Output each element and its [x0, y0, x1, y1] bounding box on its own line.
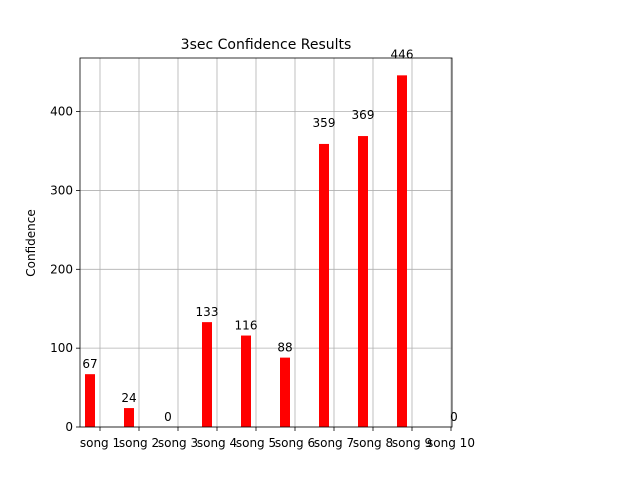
bar [241, 335, 251, 427]
y-tick-label: 100 [50, 341, 73, 355]
bar [358, 136, 368, 428]
data-label: 133 [196, 305, 219, 319]
data-label: 116 [235, 319, 258, 333]
grid-lines [80, 58, 452, 428]
bar [280, 357, 290, 427]
data-label: 67 [82, 357, 97, 371]
y-axis-label: Confidence [24, 209, 38, 276]
data-labels: 67 24 0 133 116 88 359 369 446 0 [82, 47, 457, 424]
data-label: 88 [277, 341, 292, 355]
bar [319, 143, 329, 427]
data-label: 24 [121, 391, 136, 405]
x-tick-label: song 6 [275, 436, 315, 450]
x-tick-label: song 1 [80, 436, 120, 450]
chart-title: 3sec Confidence Results [181, 37, 352, 53]
x-tick-label: song 10 [427, 436, 475, 450]
data-label: 369 [352, 108, 375, 122]
bar [397, 75, 407, 427]
x-tick-label: song 7 [314, 436, 354, 450]
y-tick-label: 200 [50, 262, 73, 276]
x-tick-label: song 2 [119, 436, 159, 450]
data-label: 359 [313, 116, 336, 130]
y-tick-label: 400 [50, 105, 73, 119]
x-tick-label: song 9 [392, 436, 432, 450]
plot-frame [79, 57, 453, 428]
data-label: 0 [164, 410, 172, 424]
x-tick-label: song 3 [158, 436, 198, 450]
bar [202, 322, 212, 427]
x-tick-label: song 5 [236, 436, 276, 450]
data-label: 0 [450, 410, 458, 424]
x-tick-label: song 4 [197, 436, 237, 450]
y-tick-label: 0 [65, 420, 73, 434]
bars [85, 75, 407, 428]
data-label: 446 [391, 47, 414, 61]
x-tick-label: song 8 [353, 436, 393, 450]
bar [85, 374, 95, 427]
y-tick-label: 300 [50, 183, 73, 197]
bar [124, 408, 134, 427]
